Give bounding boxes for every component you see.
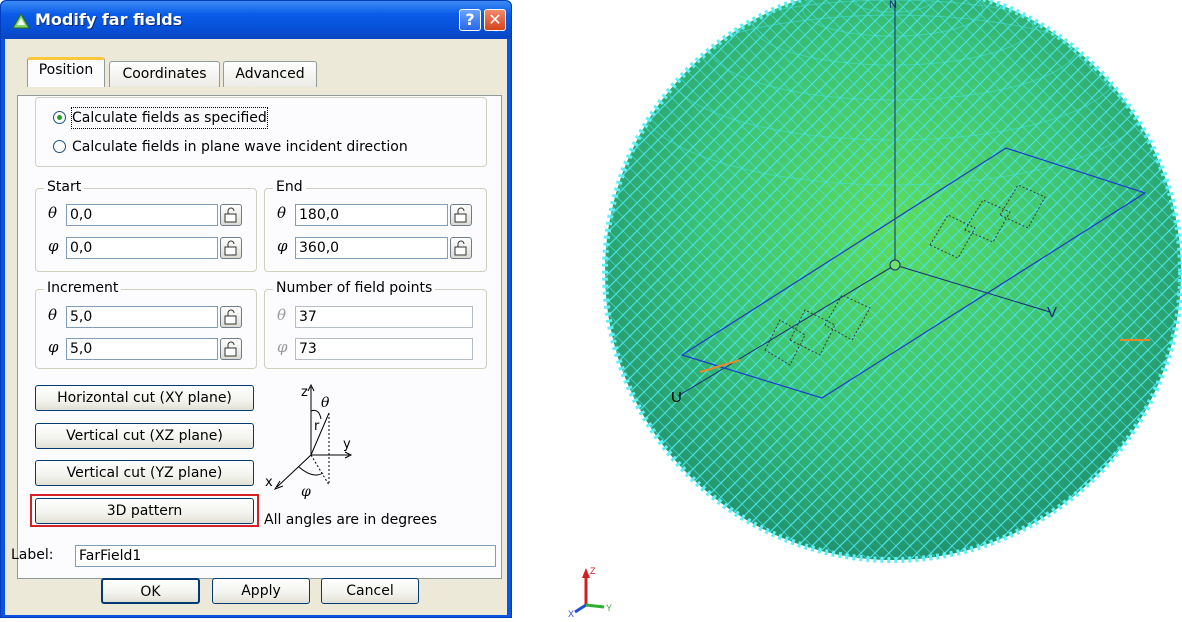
theta-symbol: θ xyxy=(48,204,58,222)
option-label: Calculate fields as specified xyxy=(71,107,268,129)
triad-x-label: X xyxy=(568,609,574,618)
lock-icon xyxy=(224,309,237,325)
vertical-cut-yz-button[interactable]: Vertical cut (YZ plane) xyxy=(35,460,254,486)
phi-symbol: φ xyxy=(48,237,59,255)
lock-icon xyxy=(454,207,467,223)
start-phi-input[interactable]: 0,0 xyxy=(66,237,218,259)
theta-points-value: 37 xyxy=(295,306,473,328)
end-group: End xyxy=(264,179,487,272)
phi-symbol: φ xyxy=(48,338,59,356)
radio-plane-wave-direction[interactable] xyxy=(53,140,66,153)
axis-v-label: V xyxy=(1047,304,1057,321)
horizontal-cut-button[interactable]: Horizontal cut (XY plane) xyxy=(35,385,254,411)
tab-position[interactable]: Position xyxy=(27,57,105,87)
origin-marker xyxy=(889,259,901,271)
title-bar[interactable]: Modify far fields ? ✕ xyxy=(1,1,511,39)
phi-symbol: φ xyxy=(277,237,288,255)
modify-far-fields-dialog: Modify far fields ? ✕ Position Coordinat… xyxy=(0,0,512,618)
sphere-outline xyxy=(602,0,1182,563)
phi-points-value: 73 xyxy=(295,338,473,360)
dialog-title: Modify far fields xyxy=(35,10,183,29)
increment-theta-lock-button[interactable] xyxy=(220,306,242,328)
end-legend: End xyxy=(273,179,306,195)
diagram-theta-label: θ xyxy=(321,395,330,411)
far-field-sphere-view[interactable]: U V N Z X Y xyxy=(512,0,1182,619)
end-phi-lock-button[interactable] xyxy=(450,237,472,259)
lock-icon xyxy=(224,341,237,357)
theta-symbol: θ xyxy=(277,306,287,324)
increment-phi-input[interactable]: 5,0 xyxy=(66,338,218,360)
label-input[interactable]: FarField1 xyxy=(75,545,496,567)
option-label: Calculate fields in plane wave incident … xyxy=(72,139,408,155)
lock-icon xyxy=(224,240,237,256)
end-theta-lock-button[interactable] xyxy=(450,204,472,226)
diagram-r-label: r xyxy=(314,419,320,434)
3d-pattern-button[interactable]: 3D pattern xyxy=(35,498,254,524)
start-group: Start xyxy=(35,179,257,272)
sphere-mesh xyxy=(605,0,1181,560)
increment-legend: Increment xyxy=(44,280,122,296)
3d-pattern-highlight xyxy=(30,494,259,527)
diagram-z-label: z xyxy=(301,385,308,400)
start-legend: Start xyxy=(44,179,85,195)
cancel-button[interactable]: Cancel xyxy=(321,578,419,604)
ok-button[interactable]: OK xyxy=(101,578,200,604)
apply-button[interactable]: Apply xyxy=(212,578,310,604)
close-button[interactable]: ✕ xyxy=(484,9,506,31)
diagram-y-label: y xyxy=(343,437,351,452)
angles-note: All angles are in degrees xyxy=(264,512,438,528)
field-points-group: Number of field points xyxy=(264,280,487,369)
lock-icon xyxy=(224,207,237,223)
orientation-triad-icon: Z X Y xyxy=(568,566,612,619)
diagram-phi-label: φ xyxy=(301,484,311,500)
spherical-coordinates-diagram xyxy=(273,383,353,490)
vertical-cut-xz-button[interactable]: Vertical cut (XZ plane) xyxy=(35,423,254,449)
increment-theta-input[interactable]: 5,0 xyxy=(66,306,218,328)
axis-u-label: U xyxy=(671,389,682,406)
app-icon xyxy=(12,13,30,29)
axis-n-label: N xyxy=(889,0,897,11)
diagram-x-label: x xyxy=(265,475,273,490)
theta-symbol: θ xyxy=(277,204,287,222)
end-phi-input[interactable]: 360,0 xyxy=(295,237,448,259)
start-theta-lock-button[interactable] xyxy=(220,204,242,226)
label-caption: Label: xyxy=(11,547,54,563)
ground-plane xyxy=(680,147,1147,399)
phi-symbol: φ xyxy=(277,338,288,356)
3d-viewport[interactable]: U V N Z X Y xyxy=(512,0,1182,619)
increment-phi-lock-button[interactable] xyxy=(220,338,242,360)
end-theta-input[interactable]: 180,0 xyxy=(295,204,448,226)
radio-calculate-specified[interactable] xyxy=(53,111,66,124)
calculation-mode-group xyxy=(35,97,487,167)
lock-icon xyxy=(454,240,467,256)
tab-coordinates[interactable]: Coordinates xyxy=(109,61,220,87)
tab-advanced[interactable]: Advanced xyxy=(223,61,317,87)
theta-symbol: θ xyxy=(48,306,58,324)
increment-group: Increment xyxy=(35,280,257,369)
field-points-legend: Number of field points xyxy=(273,280,436,296)
triad-z-label: Z xyxy=(590,566,596,576)
start-theta-input[interactable]: 0,0 xyxy=(66,204,218,226)
triad-y-label: Y xyxy=(606,603,612,613)
help-button[interactable]: ? xyxy=(459,9,481,31)
slot-array xyxy=(764,184,1046,366)
start-phi-lock-button[interactable] xyxy=(220,237,242,259)
